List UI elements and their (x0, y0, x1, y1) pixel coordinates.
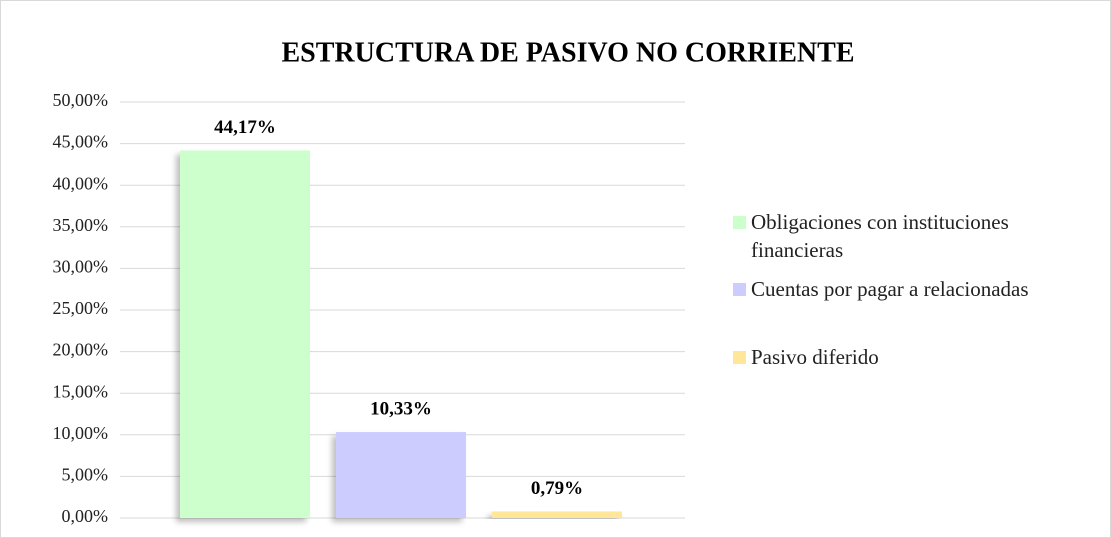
y-tick-label: 0,00% (62, 506, 109, 526)
legend-swatch (733, 216, 746, 229)
y-tick-label: 15,00% (53, 381, 109, 401)
legend-label: Pasivo diferido (751, 345, 879, 369)
value-label: 10,33% (370, 398, 432, 419)
legend-label: Obligaciones con instituciones financier… (751, 210, 1009, 262)
value-label: 0,79% (531, 478, 583, 499)
bar (492, 511, 622, 518)
legend-item: Cuentas por pagar a relacionadas (733, 275, 1103, 303)
legend-swatch (733, 351, 746, 364)
y-tick-label: 20,00% (53, 340, 109, 360)
legend-item: Pasivo diferido (733, 343, 1103, 371)
value-label: 44,17% (214, 117, 276, 138)
legend-item: Obligaciones con instituciones financier… (733, 208, 1103, 264)
y-tick-label: 10,00% (53, 423, 109, 443)
chart-title: ESTRUCTURA DE PASIVO NO CORRIENTE (281, 37, 854, 68)
y-tick-label: 50,00% (53, 90, 109, 110)
y-tick-label: 30,00% (53, 257, 109, 277)
y-tick-label: 5,00% (62, 465, 109, 485)
legend-label: Cuentas por pagar a relacionadas (751, 277, 1029, 301)
y-tick-label: 45,00% (53, 132, 109, 152)
bar (336, 432, 466, 518)
y-tick-label: 25,00% (53, 298, 109, 318)
bar (180, 150, 310, 518)
y-tick-label: 40,00% (53, 173, 109, 193)
legend-swatch (733, 283, 746, 296)
y-tick-label: 35,00% (53, 215, 109, 235)
